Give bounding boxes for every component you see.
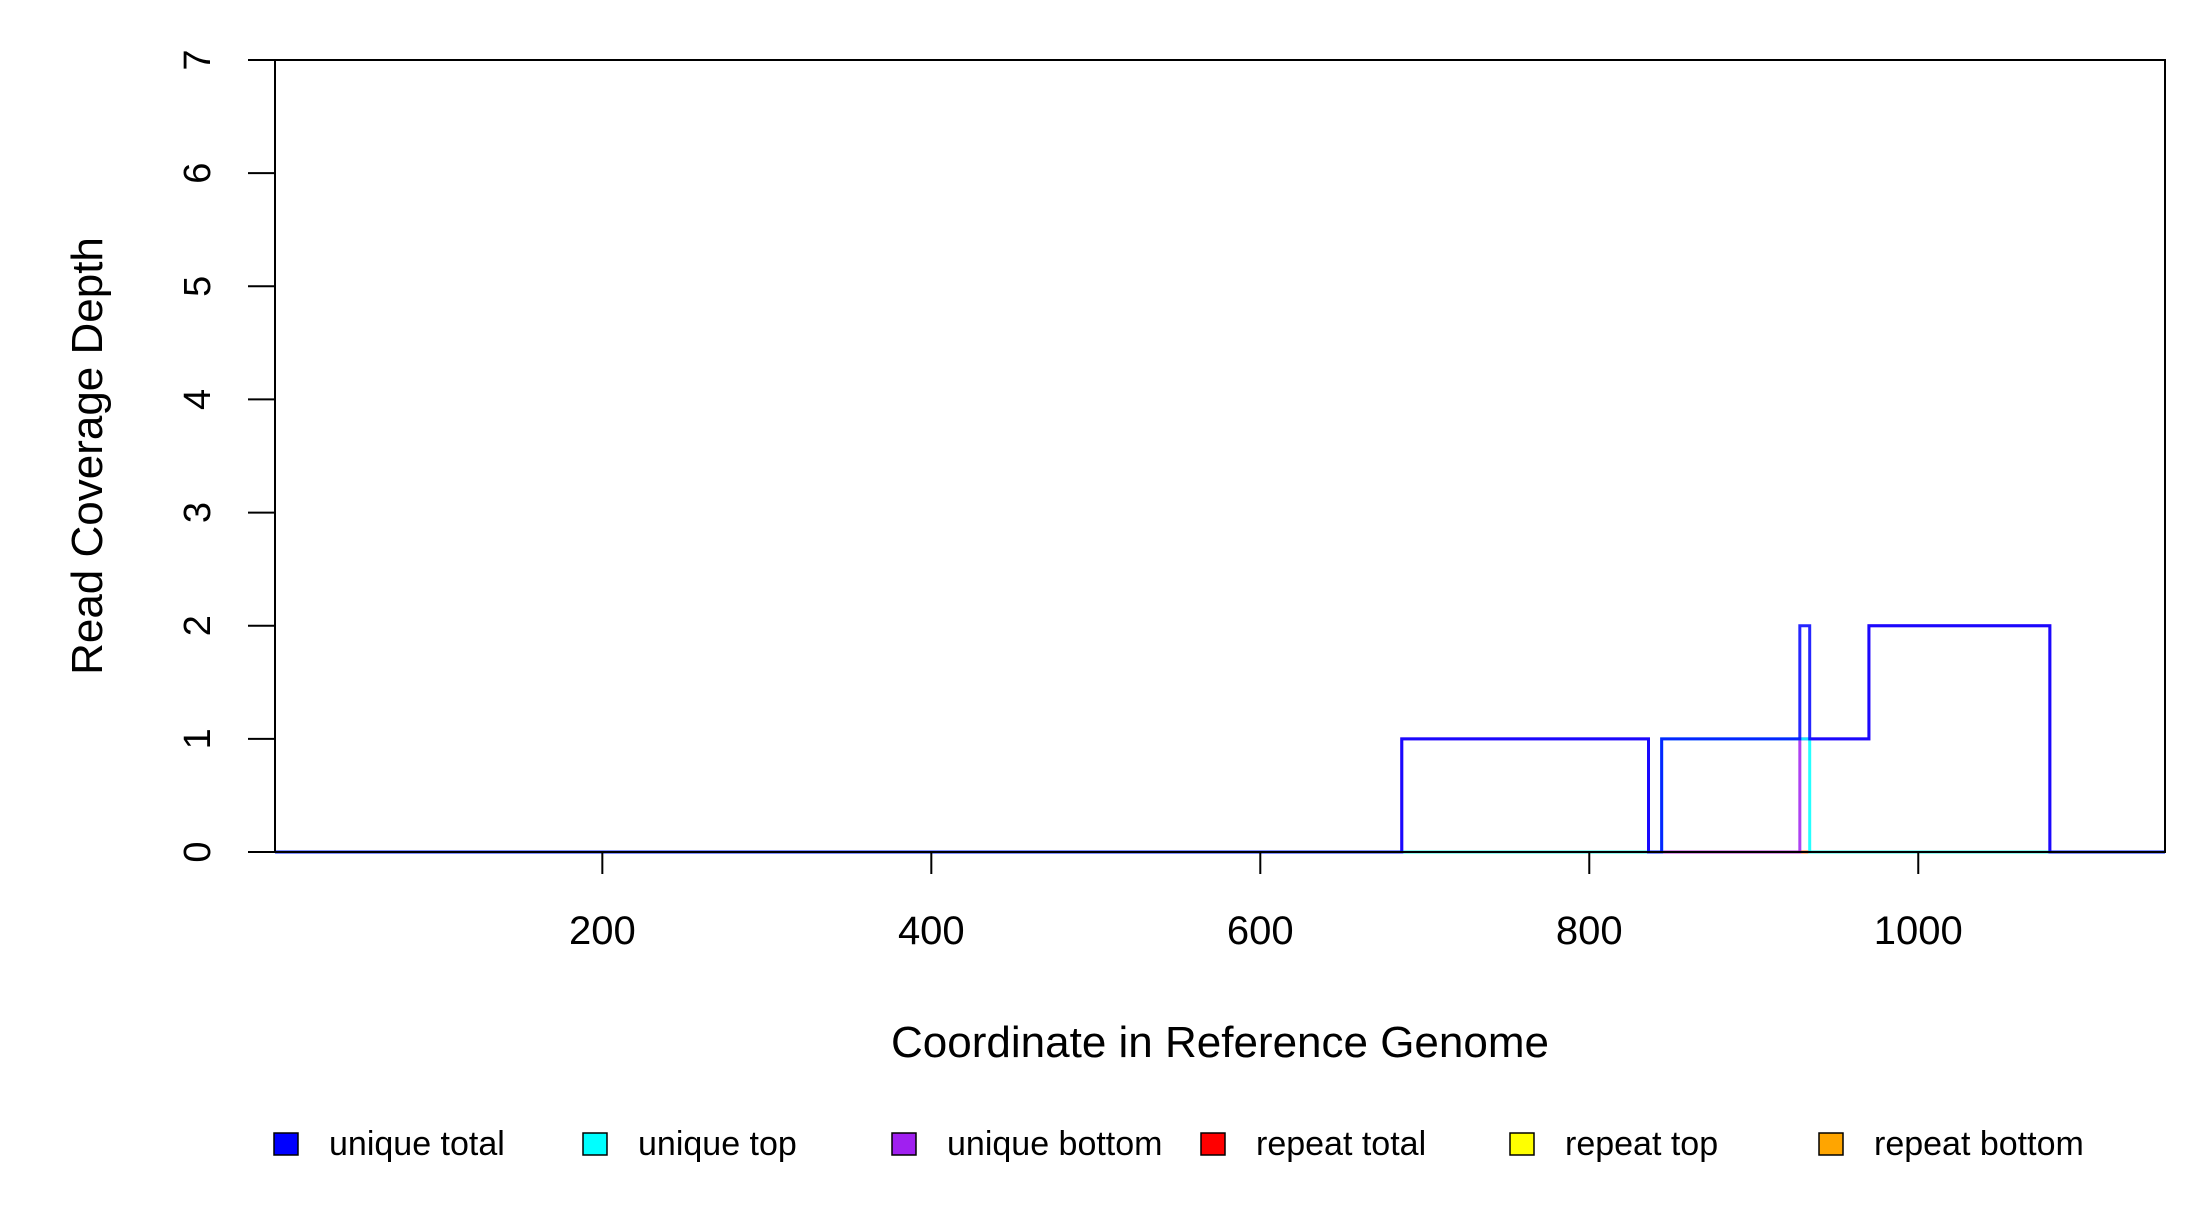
legend-swatch xyxy=(1200,1132,1226,1156)
x-tick-label: 200 xyxy=(569,909,636,953)
y-tick-label: 7 xyxy=(177,49,219,70)
x-tick-label: 600 xyxy=(1227,909,1294,953)
legend-label: repeat top xyxy=(1565,1125,1718,1163)
series-line-unique-bottom xyxy=(275,624,2165,854)
x-tick-label: 400 xyxy=(898,909,965,953)
y-tick-label: 4 xyxy=(177,389,219,410)
legend-swatch xyxy=(891,1132,917,1156)
legend-item: repeat bottom xyxy=(1818,1125,2084,1163)
series-line-unique-top xyxy=(275,737,2165,854)
legend-item: repeat top xyxy=(1509,1125,1718,1163)
legend: unique total unique top unique bottom repea… xyxy=(273,1125,2084,1163)
y-tick-label: 3 xyxy=(177,502,219,523)
legend-label: repeat total xyxy=(1256,1125,1426,1163)
y-tick-label: 2 xyxy=(177,615,219,636)
legend-label: unique total xyxy=(329,1125,505,1163)
legend-swatch xyxy=(1509,1132,1535,1156)
y-tick-label: 0 xyxy=(177,841,219,862)
legend-item: unique top xyxy=(582,1125,797,1163)
series-layer xyxy=(275,624,2165,854)
legend-item: repeat total xyxy=(1200,1125,1426,1163)
x-tick-label: 800 xyxy=(1556,909,1623,953)
plot-area-frame xyxy=(274,59,2166,853)
x-axis-title: Coordinate in Reference Genome xyxy=(891,1018,1549,1067)
legend-label: repeat bottom xyxy=(1874,1125,2084,1163)
y-axis-title: Read Coverage Depth xyxy=(63,237,112,675)
legend-item: unique bottom xyxy=(891,1125,1163,1163)
legend-swatch xyxy=(582,1132,608,1156)
y-tick-label: 6 xyxy=(177,163,219,184)
x-axis: 200 400 600 800 1000 xyxy=(569,852,1963,953)
legend-swatch xyxy=(1818,1132,1844,1156)
legend-swatch xyxy=(273,1132,299,1156)
legend-label: unique bottom xyxy=(947,1125,1163,1163)
series-line-unique-total xyxy=(275,624,2165,854)
y-tick-label: 5 xyxy=(177,276,219,297)
y-tick-label: 1 xyxy=(177,728,219,749)
x-tick-label: 1000 xyxy=(1874,909,1963,953)
legend-label: unique top xyxy=(638,1125,797,1163)
legend-item: unique total xyxy=(273,1125,505,1163)
y-axis: 0 1 2 3 4 5 6 7 xyxy=(177,49,275,863)
